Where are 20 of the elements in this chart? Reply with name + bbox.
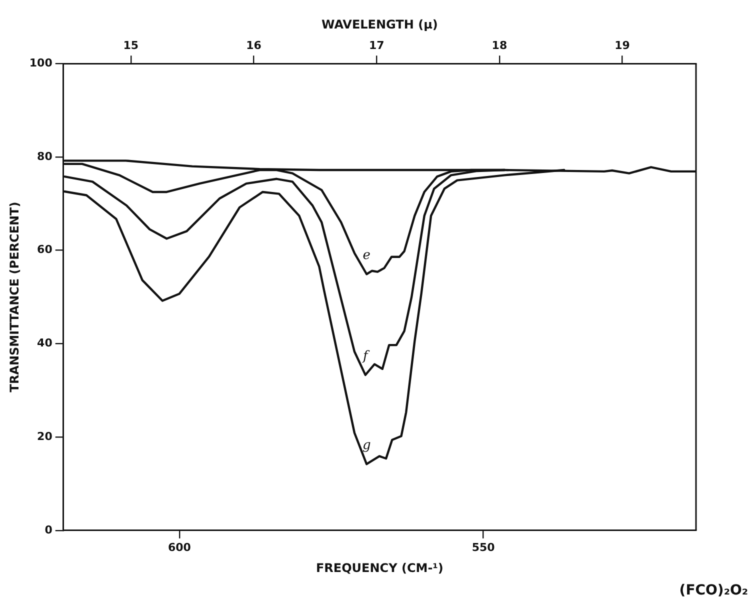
x2-tick-label: 17: [368, 38, 384, 52]
x-tick-label: 550: [472, 540, 496, 554]
y-tick-label: 20: [37, 430, 53, 443]
x-axis-title: FREQUENCY (CM-¹): [316, 560, 444, 575]
y-tick-label: 40: [37, 336, 53, 350]
x2-tick-label: 15: [123, 38, 139, 52]
x-tick-label: 600: [168, 540, 192, 554]
y-tick-label: 80: [37, 150, 53, 163]
x2-tick-label: 19: [614, 38, 630, 52]
series-label: e: [362, 248, 371, 263]
x2-tick-label: 16: [246, 38, 262, 52]
x2-axis-title: WAVELENGTH (μ): [321, 17, 438, 32]
y-tick-label: 0: [44, 523, 53, 536]
y-tick-label: 60: [37, 243, 53, 256]
series-label: f: [362, 348, 370, 364]
x2-tick-label: 18: [492, 38, 508, 52]
y-tick-label: 100: [29, 56, 53, 70]
text: (FCO)₂O₂: [679, 582, 748, 599]
series-label: g: [362, 438, 371, 453]
y-axis-title: TRANSMITTANCE (PERCENT): [7, 202, 22, 392]
